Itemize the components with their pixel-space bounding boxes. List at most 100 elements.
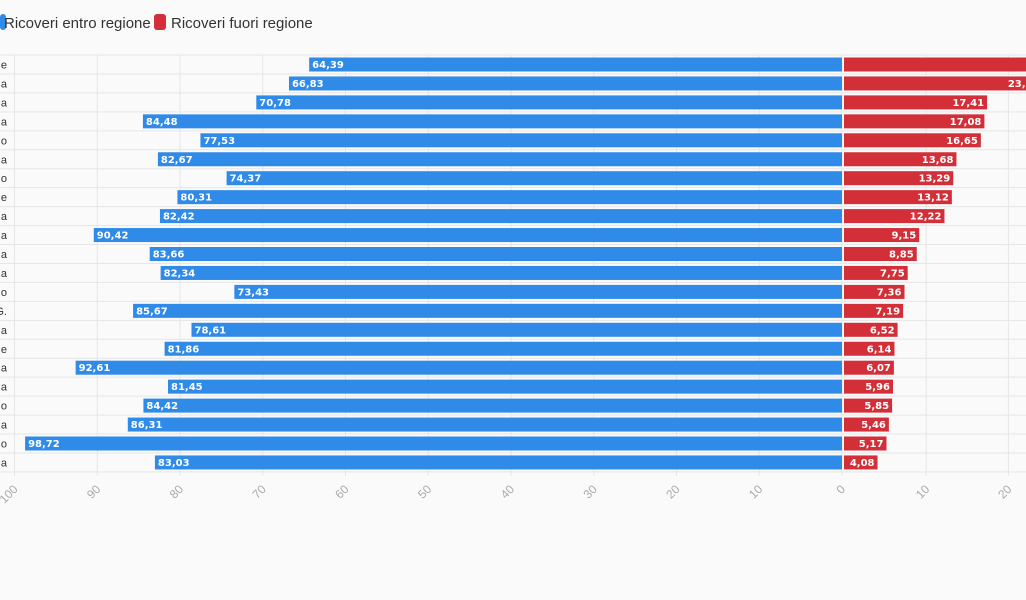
bar-fuori: [844, 322, 898, 337]
bar-entro: [157, 152, 842, 167]
category-label: e: [1, 192, 7, 204]
bar-fuori: [844, 152, 957, 167]
data-label-fuori: 13,29: [919, 174, 951, 185]
bars: 64,39 66,83 23,3 70,78 17,41 84,48 17,08 77,53 1…: [25, 57, 1026, 470]
bar-fuori: [844, 284, 905, 299]
category-label: a: [1, 457, 8, 469]
data-label-entro: 83,03: [158, 458, 190, 469]
x-tick-label: 20: [995, 482, 1015, 502]
data-label-entro: 73,43: [237, 287, 269, 298]
category-label: a: [1, 363, 8, 375]
bar-fuori: [844, 379, 893, 394]
bar-entro: [200, 133, 842, 148]
data-label-entro: 83,66: [153, 250, 185, 261]
bar-entro: [226, 171, 842, 186]
category-label: a: [1, 97, 8, 109]
bar-fuori: [844, 265, 908, 280]
category-label: e: [1, 60, 7, 72]
category-label: a: [1, 78, 8, 90]
x-tick-label: 30: [581, 482, 601, 502]
bar-fuori: [844, 95, 988, 110]
bar-entro: [309, 57, 843, 72]
bar-entro: [25, 436, 843, 451]
bar-entro: [133, 303, 842, 318]
x-tick-label: 0: [833, 482, 848, 497]
x-tick-label: 20: [663, 482, 683, 502]
data-label-entro: 64,39: [312, 60, 344, 71]
bar-fuori: [844, 247, 917, 261]
category-label: o: [1, 173, 7, 185]
data-label-entro: 78,61: [195, 325, 227, 336]
data-label-fuori: 5,85: [864, 401, 889, 412]
bar-entro: [164, 341, 842, 356]
data-label-fuori: 7,75: [880, 268, 905, 279]
category-label: e: [1, 344, 7, 356]
data-label-entro: 74,37: [230, 174, 262, 185]
category-label: a: [1, 230, 8, 242]
bar-entro: [127, 417, 843, 432]
bar-entro: [154, 455, 842, 470]
data-label-entro: 82,67: [161, 155, 193, 166]
bar-entro: [75, 360, 843, 375]
bar-fuori: [844, 228, 920, 243]
bar-entro: [93, 228, 843, 243]
bar-fuori: [844, 209, 945, 224]
bar-fuori: [844, 360, 894, 375]
bar-fuori: [844, 417, 889, 432]
x-tick-label: 100: [0, 482, 21, 506]
data-label-fuori: 6,14: [867, 344, 892, 355]
x-tick-label: 60: [332, 482, 352, 502]
data-label-fuori: 12,22: [910, 212, 942, 223]
category-label: o: [1, 401, 7, 413]
category-label: a: [1, 154, 8, 166]
bar-entro: [142, 114, 843, 129]
bar-fuori: [844, 76, 1026, 91]
data-label-fuori: 6,07: [866, 363, 891, 374]
bar-fuori: [844, 133, 981, 148]
category-label: a: [1, 325, 8, 337]
x-tick-label: 90: [84, 482, 104, 502]
bar-entro: [168, 379, 843, 394]
bar-entro: [149, 247, 842, 261]
bar-fuori: [844, 436, 887, 451]
category-label: a: [1, 211, 8, 223]
data-label-fuori: 16,65: [946, 136, 978, 147]
category-label: a: [1, 420, 8, 432]
bar-fuori: [844, 303, 904, 318]
data-label-entro: 84,42: [146, 401, 178, 412]
x-tick-label: 70: [250, 482, 270, 502]
bar-fuori: [844, 57, 1026, 72]
x-tick-label: 40: [498, 482, 518, 502]
bar-entro: [256, 95, 842, 110]
data-label-fuori: 7,19: [875, 306, 900, 317]
data-label-fuori: 7,36: [877, 287, 902, 298]
data-label-fuori: 13,12: [917, 193, 949, 204]
bar-entro: [191, 322, 842, 337]
data-label-fuori: 5,96: [865, 382, 890, 393]
category-label: o: [1, 287, 7, 299]
data-label-entro: 82,34: [164, 268, 196, 279]
data-label-fuori: 17,08: [950, 117, 982, 128]
data-label-entro: 66,83: [292, 79, 324, 90]
data-label-fuori: 5,17: [859, 439, 884, 450]
bar-entro: [234, 284, 842, 299]
legend-swatch-fuori: [154, 14, 166, 30]
bar-entro: [143, 398, 842, 413]
bar-fuori: [844, 341, 895, 356]
bar-fuori: [844, 455, 878, 470]
data-label-entro: 70,78: [259, 98, 291, 109]
x-tick-label: 10: [913, 482, 933, 502]
data-label-entro: 81,86: [168, 344, 200, 355]
x-axis-ticks: 100 90 80 70 60 50 40 30 20 10 0 10 20: [0, 482, 1015, 506]
bar-fuori: [844, 398, 893, 413]
bar-entro: [159, 209, 843, 224]
x-tick-label: 50: [415, 482, 435, 502]
category-label: a: [1, 249, 8, 261]
data-label-fuori: 6,52: [870, 325, 895, 336]
bar-entro: [160, 265, 843, 280]
data-label-entro: 82,42: [163, 212, 195, 223]
bar-fuori: [844, 190, 952, 205]
legend-entry-fuori: Ricoveri fuori regione: [171, 15, 313, 32]
